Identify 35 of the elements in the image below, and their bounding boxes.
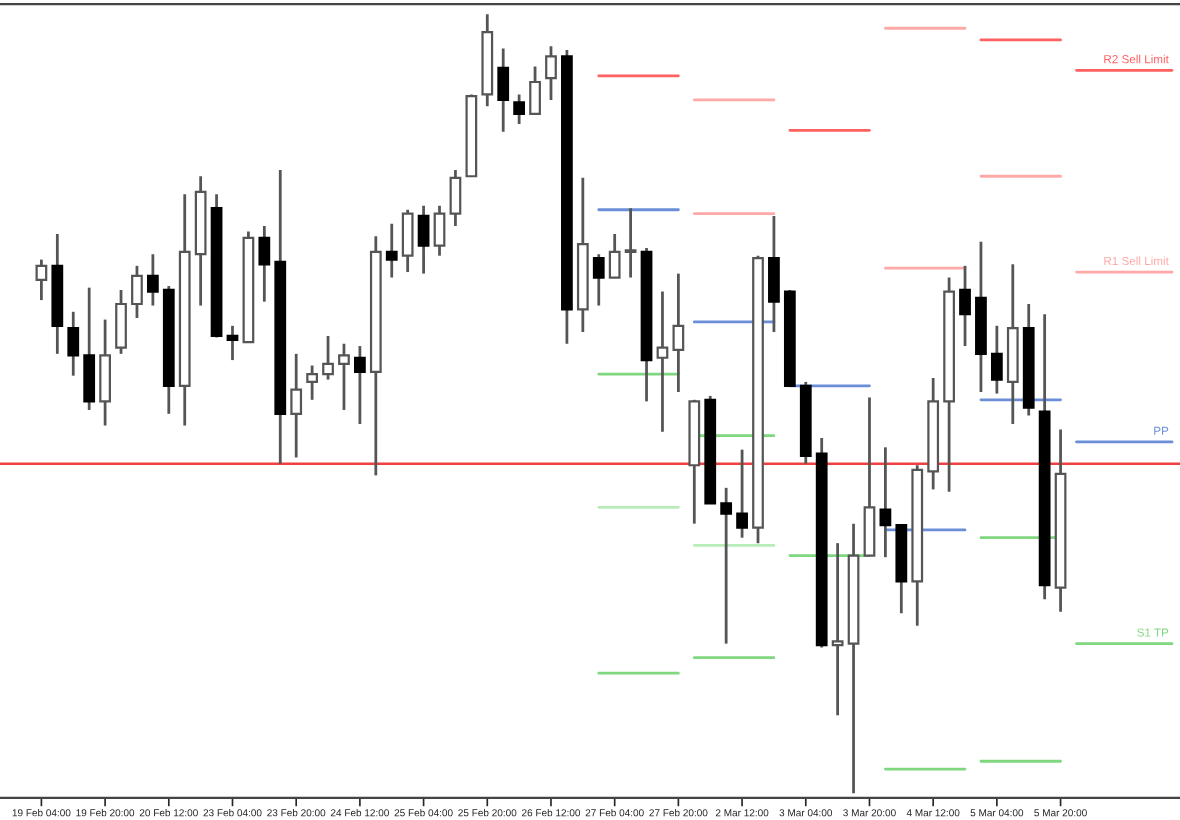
candlestick xyxy=(322,334,334,381)
candlestick xyxy=(592,252,605,307)
candlestick xyxy=(417,204,430,276)
candlestick xyxy=(35,258,48,302)
candlestick xyxy=(879,445,892,559)
candlestick xyxy=(338,342,350,412)
candlestick xyxy=(545,44,557,102)
candlestick xyxy=(768,214,780,334)
candlestick xyxy=(290,352,303,459)
candlestick xyxy=(67,310,80,378)
candlestick xyxy=(115,288,127,356)
candlestick xyxy=(959,264,971,348)
candlestick xyxy=(401,208,414,274)
candlestick xyxy=(449,168,462,228)
candlestick xyxy=(608,232,621,279)
candlestick xyxy=(83,286,96,412)
candlestick xyxy=(990,324,1003,395)
candlestick xyxy=(258,224,271,304)
candlestick xyxy=(354,344,366,426)
candlestick xyxy=(736,448,748,540)
candlestick xyxy=(656,290,669,434)
candlestick xyxy=(513,93,526,126)
candlestick xyxy=(306,364,319,402)
candlestick xyxy=(497,47,510,134)
candlestick xyxy=(99,318,111,427)
candlestick xyxy=(385,222,398,279)
candlestick xyxy=(146,252,159,307)
candlestick xyxy=(226,324,239,362)
candlestick xyxy=(720,486,733,646)
candlestick xyxy=(831,541,844,717)
candlestick xyxy=(433,204,446,258)
candlestick xyxy=(672,272,685,394)
candlestick xyxy=(624,206,637,279)
candlestick xyxy=(131,264,143,320)
candlestick xyxy=(529,65,541,116)
